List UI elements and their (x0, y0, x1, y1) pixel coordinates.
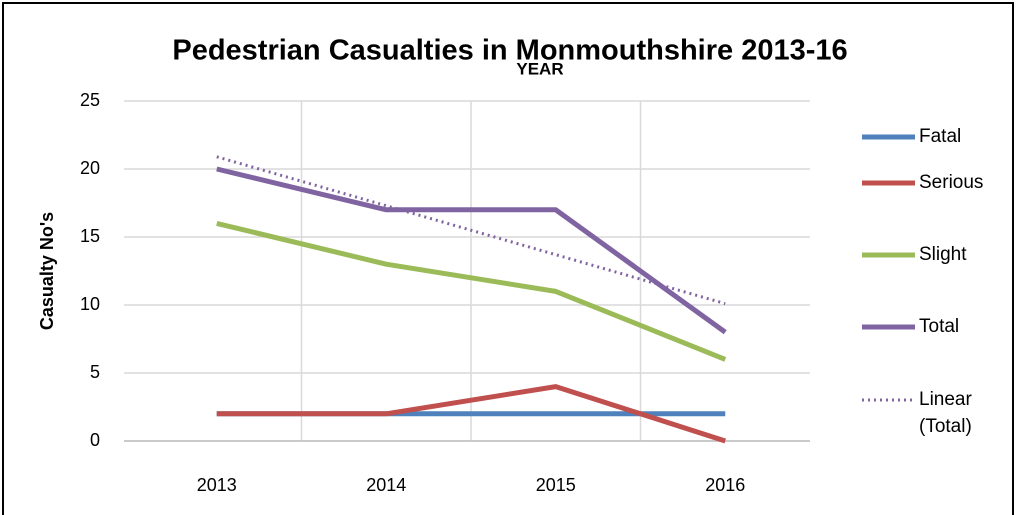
y-tick-label: 5 (90, 362, 100, 382)
x-axis-label: YEAR (516, 59, 563, 78)
legend-label: Slight (919, 244, 967, 265)
legend-label: Total (919, 316, 960, 337)
trend-line (216, 155, 726, 306)
y-tick-label: 15 (80, 226, 100, 246)
y-tick-label: 10 (80, 294, 100, 314)
chart-title: Pedestrian Casualties in Monmouthshire 2… (172, 35, 847, 67)
legend-item: Total (919, 316, 960, 337)
x-tick-label: 2013 (197, 475, 237, 495)
legend-label: Linear (Total) (919, 389, 972, 437)
series-line (216, 220, 727, 362)
y-tick-label: 25 (80, 90, 100, 110)
legend-item: Linear (Total) (919, 389, 972, 437)
series-line (216, 166, 727, 335)
legend-item: Serious (919, 172, 984, 193)
legend-item: Slight (919, 244, 967, 265)
y-tick-label: 0 (90, 430, 100, 450)
y-axis-label: Casualty No's (37, 212, 57, 330)
y-tick-label: 20 (80, 158, 100, 178)
x-tick-label: 2016 (705, 475, 745, 495)
x-tick-label: 2014 (366, 475, 406, 495)
legend-label: Serious (919, 172, 984, 193)
series-line (216, 384, 727, 444)
legend-label: Fatal (919, 126, 962, 147)
x-tick-label: 2015 (536, 475, 576, 495)
legend-item: Fatal (919, 126, 962, 147)
